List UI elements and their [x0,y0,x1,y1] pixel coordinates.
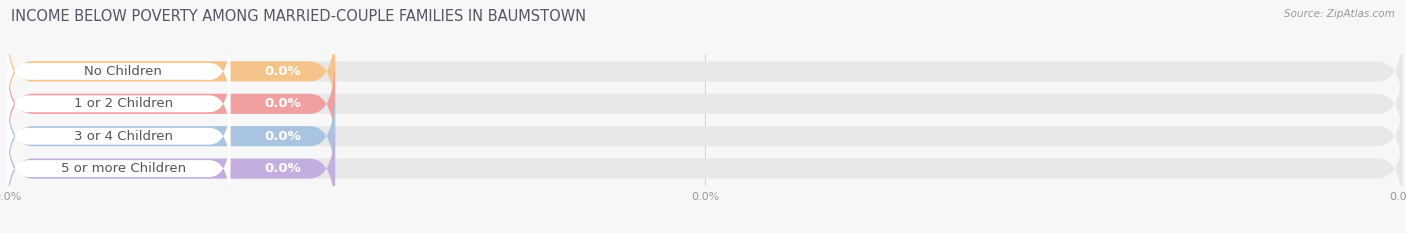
Text: Source: ZipAtlas.com: Source: ZipAtlas.com [1284,9,1395,19]
FancyBboxPatch shape [7,88,1403,185]
FancyBboxPatch shape [7,88,335,185]
FancyBboxPatch shape [7,120,335,217]
Text: 3 or 4 Children: 3 or 4 Children [73,130,173,143]
Text: 5 or more Children: 5 or more Children [60,162,186,175]
FancyBboxPatch shape [7,96,231,176]
FancyBboxPatch shape [7,23,1403,120]
Text: 1 or 2 Children: 1 or 2 Children [73,97,173,110]
Text: 0.0%: 0.0% [264,162,301,175]
Text: 0.0%: 0.0% [264,65,301,78]
Text: 0.0%: 0.0% [264,97,301,110]
FancyBboxPatch shape [7,31,231,112]
FancyBboxPatch shape [7,64,231,144]
FancyBboxPatch shape [7,128,231,209]
FancyBboxPatch shape [7,55,1403,152]
Text: INCOME BELOW POVERTY AMONG MARRIED-COUPLE FAMILIES IN BAUMSTOWN: INCOME BELOW POVERTY AMONG MARRIED-COUPL… [11,9,586,24]
FancyBboxPatch shape [7,55,335,152]
FancyBboxPatch shape [7,120,1403,217]
FancyBboxPatch shape [7,23,335,120]
Text: 0.0%: 0.0% [264,130,301,143]
Text: No Children: No Children [84,65,162,78]
